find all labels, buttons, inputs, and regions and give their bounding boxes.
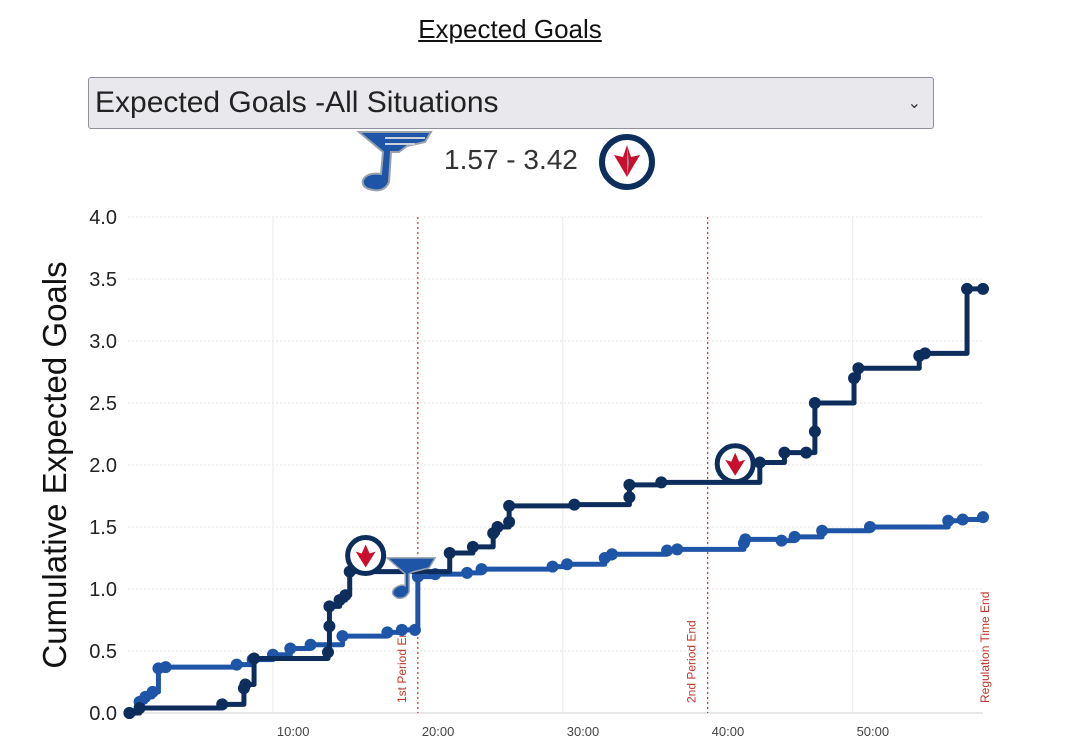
x-tick-label: 20:00 — [422, 724, 455, 739]
jets-shot-point — [216, 698, 229, 711]
blues-shot-point — [475, 563, 488, 576]
jets-shot-point — [133, 702, 146, 715]
x-tick-label: 50:00 — [857, 724, 890, 739]
jets-shot-point — [323, 600, 336, 613]
blues-shot-point — [863, 521, 876, 533]
blues-shot-point — [942, 514, 955, 527]
y-tick-label: 1.5 — [89, 517, 117, 539]
situation-select[interactable]: Expected Goals -All Situations ⌄ — [88, 77, 934, 129]
blues-shot-point — [816, 524, 829, 537]
blues-shot-point — [561, 558, 574, 571]
jets-shot-point — [491, 521, 504, 533]
jets-shot-point — [321, 646, 334, 659]
jets-shot-point — [919, 347, 932, 360]
y-axis-label: Cumulative Expected Goals — [36, 261, 73, 668]
jets-shot-point — [800, 446, 813, 459]
jets-shot-point — [623, 478, 636, 491]
period-end-label: Regulation Time End — [978, 592, 992, 703]
blues-shot-point — [775, 534, 788, 547]
jets-shot-point — [778, 446, 791, 459]
period-end-label: 2nd Period End — [685, 620, 699, 703]
jets-shot-point — [323, 620, 336, 633]
blues-shot-point — [661, 544, 674, 557]
blues-shot-point — [408, 623, 421, 636]
blues-goal-icon — [385, 557, 437, 599]
y-tick-label: 0.5 — [89, 641, 117, 663]
blues-shot-point — [739, 533, 752, 546]
jets-shot-point — [568, 498, 581, 511]
jets-goal-icon-leaf — [725, 452, 746, 476]
jets-shot-point — [623, 491, 636, 504]
x-tick-label: 30:00 — [567, 724, 600, 739]
winnipeg-jets-logo — [599, 134, 655, 190]
x-tick-label: 40:00 — [712, 724, 745, 739]
jets-shot-point — [961, 282, 974, 295]
chevron-down-icon: ⌄ — [907, 95, 921, 112]
blues-shot-point — [395, 623, 408, 636]
jets-shot-point — [977, 282, 989, 295]
y-tick-label: 2.5 — [89, 393, 117, 415]
y-tick-label: 3.0 — [89, 331, 117, 353]
jets-shot-point — [466, 540, 479, 553]
blues-xg-line — [129, 517, 986, 716]
jets-shot-point — [503, 499, 516, 512]
blues-shot-point — [284, 642, 297, 655]
y-tick-label: 1.0 — [89, 579, 117, 601]
blues-shot-point — [146, 685, 159, 698]
y-tick-label: 4.0 — [89, 207, 117, 229]
y-tick-label: 0.0 — [89, 703, 117, 725]
jets-shot-point — [339, 589, 352, 602]
y-tick-label: 2.0 — [89, 455, 117, 477]
jets-shot-point — [848, 372, 861, 385]
jets-shot-point — [239, 678, 252, 691]
jets-shot-point — [852, 362, 865, 375]
jets-shot-point — [808, 397, 821, 409]
jets-shot-point — [753, 456, 766, 469]
x-tick-label: 10:00 — [277, 724, 310, 739]
jets-xg-line — [129, 286, 983, 716]
jets-shot-point — [655, 476, 668, 489]
blues-shot-point — [546, 560, 559, 573]
xg-score: 1.57 - 3.42 — [444, 144, 578, 175]
page-title: Expected Goals — [418, 14, 602, 44]
jets-shot-point — [808, 425, 821, 438]
blues-shot-point — [671, 543, 684, 556]
jets-goal-icon-leaf — [355, 544, 376, 568]
jets-shot-point — [443, 547, 456, 560]
blues-shot-point — [304, 638, 317, 651]
blues-shot-point — [956, 513, 969, 526]
jets-shot-point — [123, 707, 136, 719]
st-louis-blues-logo — [356, 131, 433, 192]
jets-shot-point — [503, 516, 516, 529]
blues-shot-point — [461, 566, 474, 579]
period-end-label: 1st Period End — [395, 624, 409, 703]
blues-shot-point — [606, 548, 619, 561]
jets-shot-point — [248, 652, 261, 665]
blues-shot-point — [381, 626, 394, 639]
blues-shot-point — [336, 630, 349, 643]
blues-shot-point — [230, 658, 243, 671]
blues-shot-point — [159, 661, 172, 674]
blues-shot-point — [788, 530, 801, 543]
blues-shot-point — [977, 511, 989, 524]
y-tick-label: 3.5 — [89, 269, 117, 291]
situation-select-value: Expected Goals -All Situations — [95, 86, 499, 119]
